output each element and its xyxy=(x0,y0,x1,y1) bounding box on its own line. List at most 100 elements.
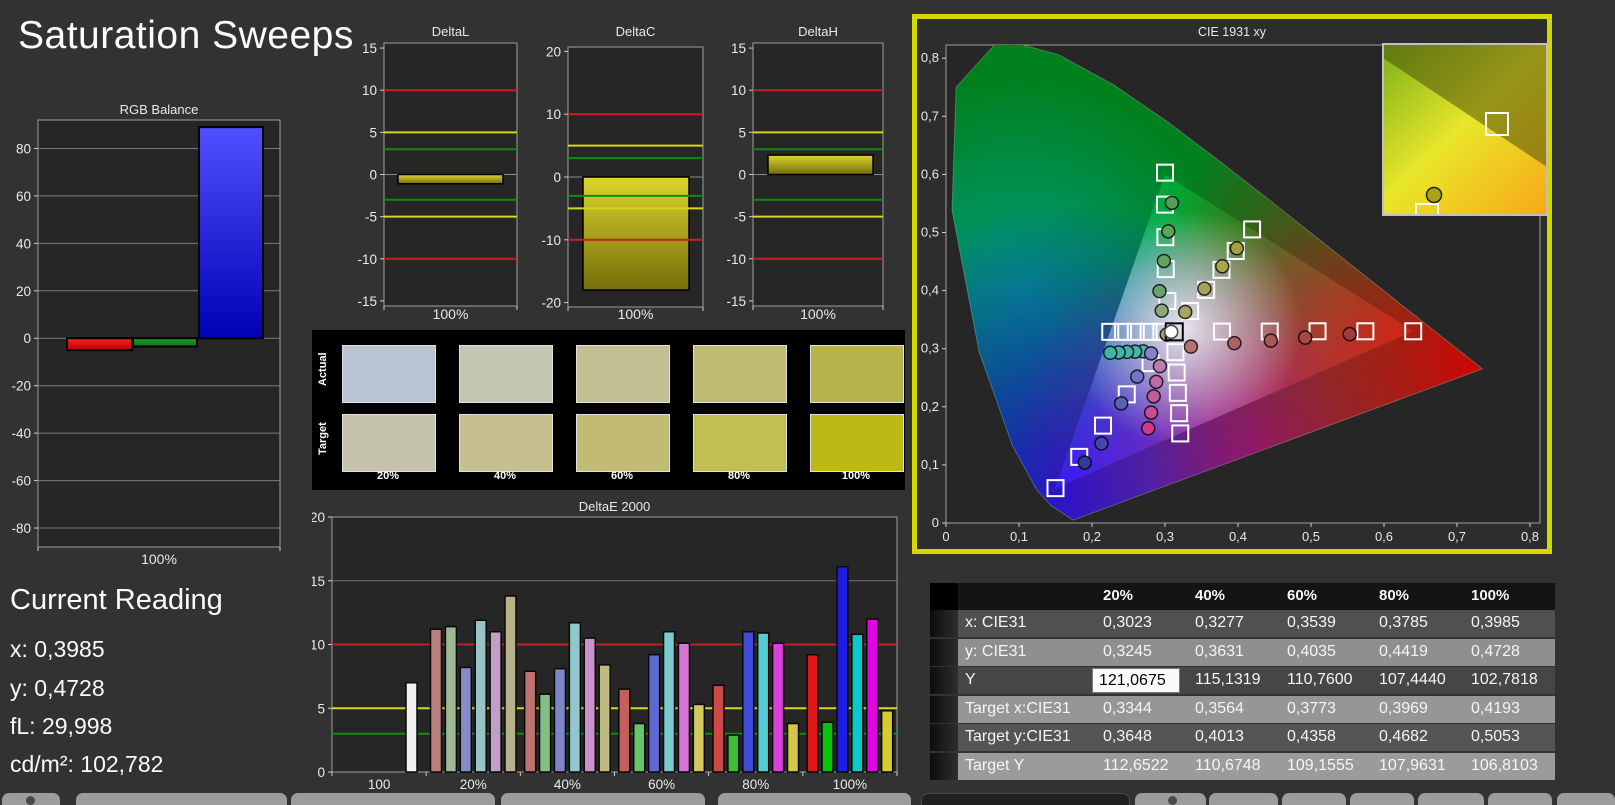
svg-text:-10: -10 xyxy=(357,252,377,267)
cie-measured-magenta xyxy=(1148,374,1164,390)
table-header-80%: 80% xyxy=(1379,587,1410,604)
table-cell[interactable]: 0,3785 xyxy=(1379,614,1428,631)
bottom-tab[interactable] xyxy=(1282,793,1346,805)
delta-c-xlabel: 100% xyxy=(617,306,654,322)
delta-l-chart[interactable]: 15 10 5 0 -5 -10 -15 xyxy=(340,38,520,310)
deltae-bar-80%-blue xyxy=(742,631,755,773)
deltae-bar-100%-blue xyxy=(836,565,849,773)
deltae-bar-60%-red xyxy=(618,688,631,773)
svg-text:0: 0 xyxy=(317,765,325,780)
table-cell[interactable]: 0,4419 xyxy=(1379,642,1428,660)
svg-text:0: 0 xyxy=(932,515,939,530)
swatch-pct-label: 40% xyxy=(493,470,517,482)
cie-chart-panel[interactable]: CIE 1931 xy 0 0,1 0,2 0,3 0,4 0,5 0,6 0,7 0,8 0 0,… xyxy=(912,14,1552,554)
table-cell[interactable]: 106,8103 xyxy=(1471,757,1538,774)
rgb-balance-xlabel: 100% xyxy=(141,551,177,567)
table-cell[interactable]: 0,3648 xyxy=(1103,728,1152,746)
delta-h-chart[interactable]: 15 10 5 0 -5 -10 -15 xyxy=(709,38,889,310)
deltae-bar-60%-magenta xyxy=(677,642,691,773)
table-cell[interactable]: 0,5053 xyxy=(1471,728,1520,746)
svg-text:5: 5 xyxy=(738,125,746,140)
svg-text:-20: -20 xyxy=(11,379,31,394)
table-cell[interactable]: 0,3564 xyxy=(1195,699,1244,717)
bottom-tab[interactable] xyxy=(1209,793,1278,805)
cie-measured-blue xyxy=(1113,396,1129,411)
bottom-tab[interactable] xyxy=(718,793,911,805)
table-cell[interactable]: 109,1555 xyxy=(1287,757,1354,774)
table-cell[interactable]: 0,4682 xyxy=(1379,728,1428,746)
svg-text:0: 0 xyxy=(738,168,746,183)
svg-text:20: 20 xyxy=(312,510,325,525)
svg-text:-15: -15 xyxy=(726,294,746,309)
table-row-gutter xyxy=(930,724,958,752)
bottom-tab[interactable] xyxy=(501,793,705,805)
bottom-tab[interactable] xyxy=(1488,793,1552,805)
table-cell[interactable]: 0,3773 xyxy=(1287,699,1336,717)
bottom-tab[interactable] xyxy=(921,793,1130,805)
reading-y: y: 0,4728 xyxy=(10,675,105,701)
cie-measured-blue xyxy=(1094,436,1109,451)
table-cell[interactable]: 107,9631 xyxy=(1379,757,1446,774)
table-cell[interactable]: 0,3539 xyxy=(1287,614,1336,631)
svg-text:15: 15 xyxy=(312,574,325,589)
table-cell[interactable]: 110,7600 xyxy=(1287,671,1353,689)
cie-inset-zoom xyxy=(1383,44,1547,215)
svg-text:10: 10 xyxy=(312,638,325,653)
table-cell[interactable]: 0,4035 xyxy=(1287,642,1336,660)
table-cell[interactable]: 0,4013 xyxy=(1195,728,1244,746)
table-cell[interactable]: 102,7818 xyxy=(1471,671,1538,689)
table-selected-cell[interactable]: 121,0675 xyxy=(1092,668,1180,694)
table-cell[interactable]: 0,4358 xyxy=(1287,728,1336,746)
table-cell[interactable]: 112,6522 xyxy=(1103,757,1169,774)
bottom-tab[interactable] xyxy=(1135,793,1206,805)
table-cell[interactable]: 107,4440 xyxy=(1379,671,1446,689)
svg-text:0,8: 0,8 xyxy=(1521,529,1539,544)
rgb-balance-chart[interactable]: 80 60 40 20 0 -20 -40 -60 -80 xyxy=(0,118,300,566)
svg-text:-20: -20 xyxy=(541,296,561,311)
actual-swatch-40% xyxy=(459,345,553,403)
swatch-comparison-panel[interactable]: Actual Target 20% 40% 60% 80% 100% xyxy=(312,330,905,490)
deltae-bar-20%-cyan xyxy=(474,619,487,773)
table-cell[interactable]: 115,1319 xyxy=(1195,671,1261,689)
svg-text:0,2: 0,2 xyxy=(921,399,939,414)
bottom-tab[interactable] xyxy=(291,793,495,805)
tab-circle-icon xyxy=(1168,796,1177,805)
deltae-bar-100%-cyan xyxy=(851,633,864,773)
deltae-bar-100-white xyxy=(405,682,418,773)
table-cell[interactable]: 0,3985 xyxy=(1471,614,1520,631)
table-cell[interactable]: 0,3023 xyxy=(1103,614,1152,631)
cie-measured-yellow xyxy=(1197,281,1212,296)
table-cell[interactable]: 0,3631 xyxy=(1195,642,1244,660)
bottom-tab[interactable] xyxy=(76,793,287,805)
table-cell[interactable]: 0,4728 xyxy=(1471,642,1520,660)
cie-target-blue xyxy=(1046,479,1065,498)
delta-c-title: DeltaC xyxy=(615,24,656,39)
bottom-tab[interactable] xyxy=(2,793,60,805)
delta-e-chart[interactable]: 0 5 10 15 20 100 20% 40% 60% 80% 100% xyxy=(312,496,905,798)
cie-measured-magenta xyxy=(1143,405,1159,420)
svg-text:0: 0 xyxy=(942,529,949,544)
svg-text:0,4: 0,4 xyxy=(1229,529,1247,544)
cie-measured-green xyxy=(1154,303,1169,318)
svg-text:5: 5 xyxy=(317,701,325,716)
table-cell[interactable]: 110,6748 xyxy=(1195,757,1261,774)
cie-target-magenta xyxy=(1166,343,1185,362)
bottom-tab[interactable] xyxy=(1418,793,1484,805)
table-cell[interactable]: 0,4193 xyxy=(1471,699,1520,717)
bottom-tab[interactable] xyxy=(1350,793,1414,805)
table-cell[interactable]: 0,3344 xyxy=(1103,699,1152,717)
table-cell[interactable]: 0,3969 xyxy=(1379,699,1428,717)
delta-c-chart[interactable]: 20 10 0 -10 -20 xyxy=(524,38,706,313)
table-cell[interactable]: 0,3277 xyxy=(1195,614,1244,631)
bottom-tab[interactable] xyxy=(1557,793,1615,805)
inset-measured-dot xyxy=(1425,186,1443,204)
svg-text:20: 20 xyxy=(546,44,561,59)
deltae-bar-100%-red xyxy=(806,653,819,773)
cie-target-blue xyxy=(1094,416,1113,435)
cie-target-magenta xyxy=(1167,363,1186,382)
cie-target-cyan xyxy=(1139,322,1158,341)
current-reading-title: Current Reading xyxy=(10,584,223,616)
table-header-row xyxy=(958,583,1555,610)
cie-measured-blue xyxy=(1077,455,1092,470)
table-cell[interactable]: 0,3245 xyxy=(1103,642,1152,660)
